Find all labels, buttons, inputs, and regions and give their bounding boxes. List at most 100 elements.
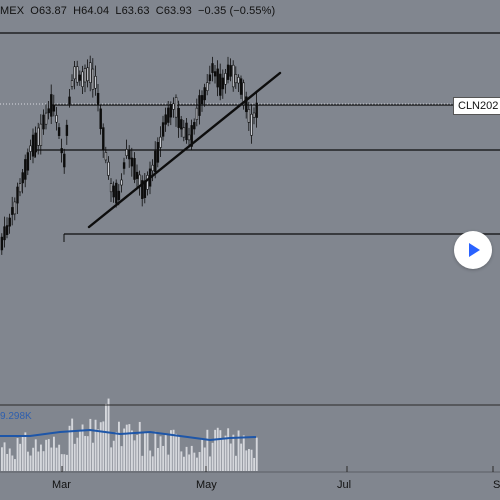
horizontal-levels[interactable] — [0, 32, 500, 242]
candle-body — [174, 97, 178, 118]
candle-body — [172, 103, 175, 110]
play-button[interactable] — [454, 231, 492, 269]
candle-body — [128, 149, 131, 160]
volume-bar — [255, 437, 258, 471]
volume-bar — [154, 431, 157, 471]
candle-body — [57, 127, 61, 136]
candle-body — [208, 74, 212, 81]
candle-body — [182, 127, 186, 138]
candle-body — [52, 104, 56, 112]
volume-bar — [32, 447, 35, 471]
candle-body — [117, 190, 121, 200]
volume-bar — [3, 442, 6, 471]
volume-bar — [128, 424, 131, 471]
candle-body — [130, 157, 134, 167]
candle-body — [234, 74, 238, 84]
volume-bar — [110, 447, 113, 471]
volume-bar — [237, 430, 240, 471]
volume-bar — [175, 433, 178, 471]
candle-body — [203, 87, 206, 101]
volume-bar — [188, 454, 191, 471]
volume-bar — [138, 421, 141, 471]
volume-bar — [219, 430, 222, 471]
candle-body — [133, 158, 136, 180]
volume-bar — [203, 447, 206, 471]
candle-body — [0, 236, 4, 251]
volume-bar — [183, 456, 185, 471]
volume-bar — [37, 451, 40, 471]
candle-body — [141, 180, 144, 200]
volume-bar — [211, 442, 214, 471]
volume-bar — [58, 444, 61, 471]
volume-bar — [66, 454, 68, 471]
candle-body — [169, 104, 173, 118]
candle-body — [37, 127, 40, 146]
candle-body — [47, 108, 50, 114]
volume-bar — [245, 450, 248, 471]
candle-body — [159, 136, 162, 148]
x-tick-label: Sep — [493, 479, 500, 491]
volume-bar — [198, 452, 201, 471]
candle-body — [250, 113, 253, 136]
candle-body — [42, 114, 45, 130]
candle-body — [31, 134, 35, 157]
volume-bar — [97, 429, 100, 471]
candle-body — [102, 127, 105, 150]
volume-bar — [94, 419, 97, 471]
volume-bar — [118, 421, 120, 471]
candle-body — [156, 142, 160, 163]
volume-bar — [92, 442, 94, 471]
volume-bar — [81, 424, 84, 471]
candle-body — [107, 161, 110, 176]
volume-bar — [105, 403, 107, 471]
x-tick-label: Jul — [337, 479, 352, 491]
candle-body — [180, 119, 183, 130]
candle-body — [96, 92, 100, 105]
volume-bar — [180, 451, 183, 471]
candle-body — [34, 132, 37, 153]
x-tick-label: Mar — [52, 479, 71, 491]
volume-bar — [235, 455, 237, 471]
volume-bar — [162, 445, 165, 471]
volume-bar — [196, 457, 198, 471]
volume-bar — [209, 456, 211, 471]
candle-body — [232, 64, 235, 88]
volume-bar — [14, 459, 16, 471]
volume-bar — [136, 434, 139, 471]
volume-bar — [68, 425, 71, 471]
candle-body — [224, 73, 227, 85]
candle-body — [21, 172, 24, 184]
candle-body — [195, 107, 199, 120]
close-value: C63.93 — [155, 5, 192, 17]
volume-bar — [141, 455, 144, 471]
candle-body — [239, 78, 243, 95]
change-value: −0.35 (−0.55%) — [198, 5, 276, 17]
trendline-layer[interactable] — [87, 71, 282, 229]
candle-body — [211, 63, 214, 73]
volume-bar — [167, 454, 170, 471]
candle-body — [120, 179, 123, 186]
volume-bar — [242, 435, 245, 471]
ohlc-legend: MEX O63.87 H64.04 L63.63 C63.93 −0.35 (−… — [0, 5, 278, 17]
volume-bar — [60, 454, 63, 471]
candle-body — [76, 66, 79, 83]
candle-body — [13, 201, 17, 215]
candle-body — [73, 66, 76, 80]
candle-body — [78, 74, 82, 81]
volume-bar — [42, 451, 45, 471]
x-tick-label: May — [196, 479, 217, 491]
candle-body — [242, 82, 245, 106]
volume-bar — [201, 438, 204, 471]
candle-body — [237, 77, 240, 84]
volume-bar — [120, 446, 123, 471]
volume-bar — [250, 449, 253, 471]
volume-bar — [123, 428, 126, 471]
candle-body — [104, 152, 108, 161]
volume-bar — [19, 443, 22, 471]
volume-bar — [86, 436, 89, 471]
volume-bar — [89, 418, 92, 471]
volume-bar — [115, 431, 118, 471]
candle-body — [193, 122, 196, 130]
